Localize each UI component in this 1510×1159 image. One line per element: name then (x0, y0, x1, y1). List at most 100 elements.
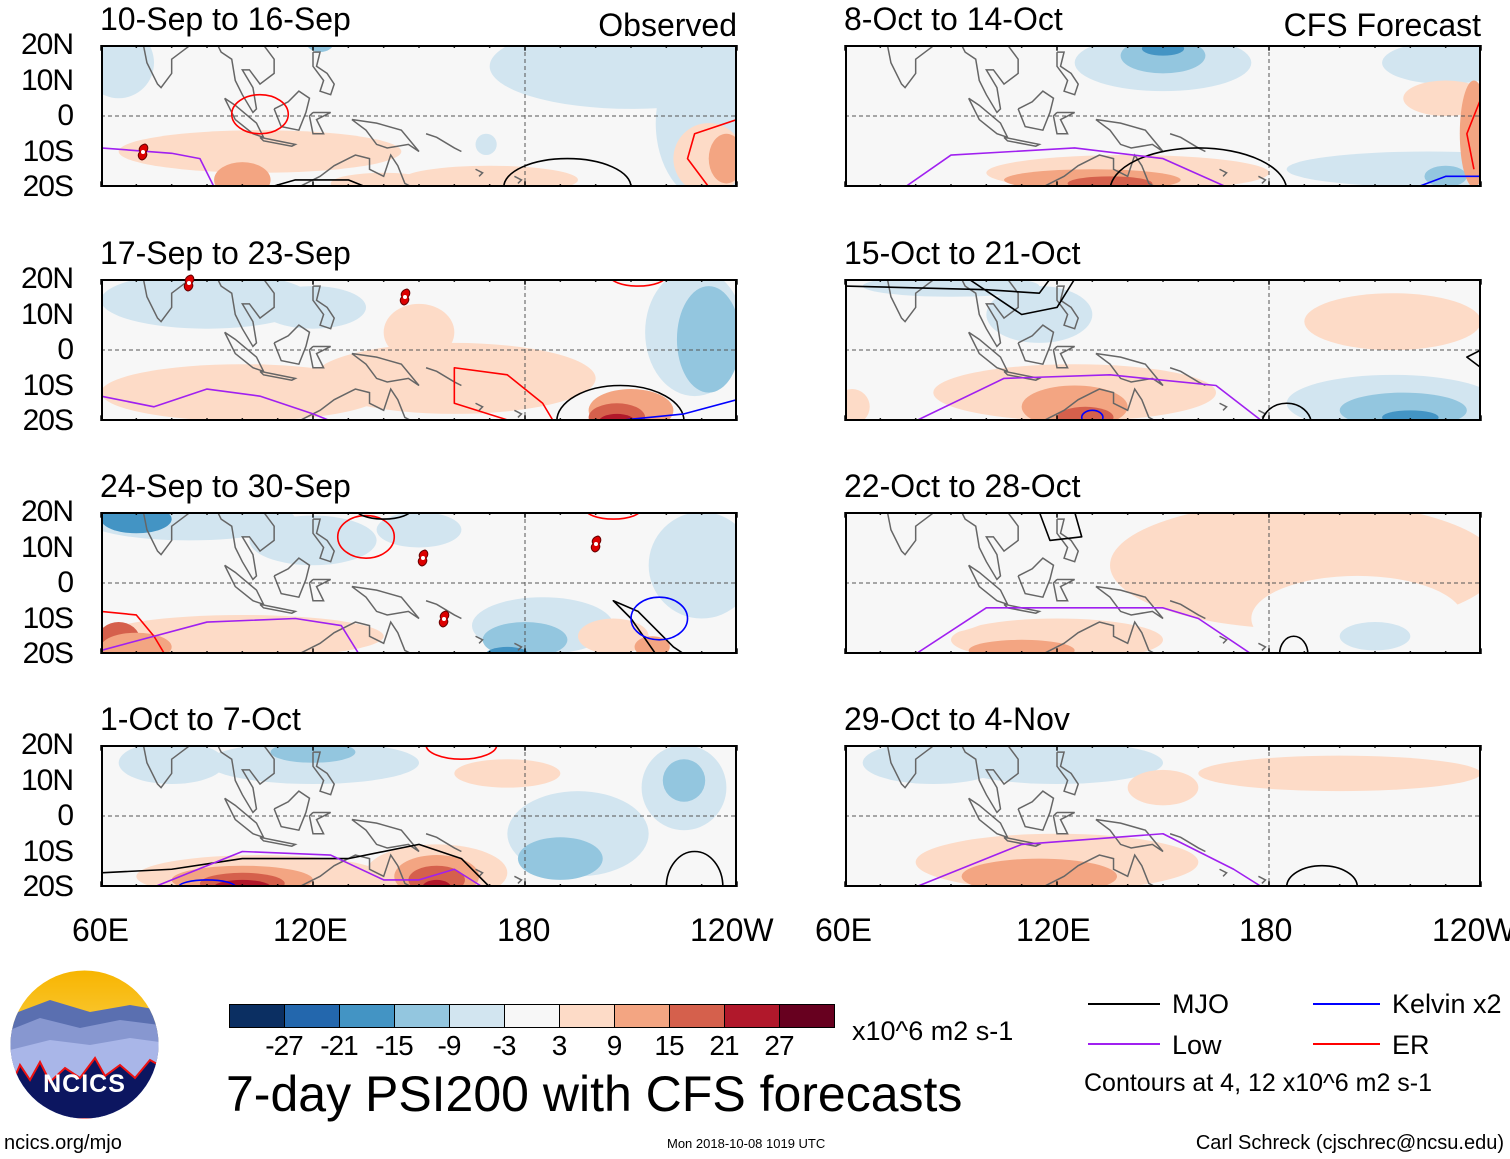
lon-label: 120W (690, 912, 774, 948)
map-panel (845, 745, 1481, 887)
coastline (1057, 519, 1078, 562)
coastline (292, 855, 412, 894)
colorbar-swatch (339, 1004, 395, 1028)
legend-label-mjo: MJO (1172, 989, 1229, 1019)
er-contour (101, 611, 165, 654)
lat-label: 10N (20, 530, 74, 564)
low-contour (101, 619, 359, 655)
panel-title: 15-Oct to 21-Oct (844, 235, 1081, 271)
tropical-cyclone-icon (589, 535, 603, 553)
map-panel (101, 45, 737, 187)
psi-anomaly-shading (475, 133, 497, 156)
lon-label: 180 (1239, 912, 1293, 948)
lon-label: 60E (815, 912, 872, 948)
mjo-contour (1287, 866, 1358, 909)
coastline (426, 134, 461, 152)
kelvin-contour (1082, 410, 1103, 424)
panel-source-label: CFS Forecast (1283, 7, 1481, 43)
coastline (1096, 120, 1163, 152)
coastline (426, 834, 461, 852)
coastline (274, 558, 309, 597)
mjo-contour (355, 498, 412, 519)
lon-label: 120E (1016, 912, 1091, 948)
coastline (476, 869, 483, 876)
psi-anomaly-shading (422, 879, 451, 887)
psi-anomaly-shading (376, 512, 462, 548)
coastline (292, 155, 412, 194)
psi-anomaly-shading (101, 614, 384, 654)
psi-anomaly-shading (118, 130, 402, 173)
psi-anomaly-shading (517, 837, 603, 880)
psi-anomaly-shading (454, 759, 561, 788)
kelvin-contour (179, 880, 236, 894)
colorbar-swatch (449, 1004, 505, 1028)
psi-anomaly-shading (862, 279, 1040, 297)
colorbar-swatch (669, 1004, 725, 1028)
colorbar-tick-label: -21 (320, 1030, 358, 1061)
lat-label: 20S (22, 170, 74, 203)
mjo-contour (271, 180, 366, 187)
colorbar-tick-label: 9 (606, 1030, 623, 1061)
lat-label: 20S (22, 404, 74, 437)
panel-title: 29-Oct to 4-Nov (844, 701, 1070, 737)
coastline (476, 169, 483, 176)
map-panel (845, 279, 1481, 421)
lat-label: 0 (57, 333, 74, 366)
contours-note: Contours at 4, 12 x10^6 m2 s-1 (1084, 1069, 1433, 1097)
kelvin-contour (613, 400, 737, 421)
psi-anomaly-shading (676, 286, 737, 393)
colorbar-swatch (779, 1004, 835, 1028)
mjo-contour (666, 852, 723, 923)
coastline (313, 286, 334, 329)
mjo-contour (1467, 350, 1481, 368)
coastline (1057, 52, 1078, 95)
psi-anomaly-shading (101, 364, 384, 421)
lat-label: 10S (22, 368, 74, 402)
map-panel (101, 745, 737, 887)
coastline (1053, 812, 1074, 833)
psi-anomaly-shading (1120, 45, 1206, 74)
psi-anomaly-shading (951, 618, 1163, 654)
coastline (1220, 636, 1227, 643)
coastline (1053, 112, 1074, 133)
lat-label: 20S (22, 870, 74, 903)
psi-anomaly-shading (1067, 176, 1153, 187)
coastline (274, 791, 309, 830)
er-contour (232, 95, 289, 134)
psi-anomaly-shading (634, 636, 670, 654)
psi-anomaly-shading (1459, 80, 1481, 187)
psi-anomaly-shading (1339, 622, 1411, 651)
coastline (1096, 587, 1163, 619)
lon-label: 120W (1432, 912, 1510, 948)
panel-title: 10-Sep to 16-Sep (100, 1, 351, 37)
er-contour (426, 731, 497, 759)
coastline (514, 410, 521, 417)
psi-anomaly-shading (986, 286, 1093, 343)
psi-anomaly-shading (101, 512, 172, 534)
psi-anomaly-shading (1382, 45, 1481, 85)
psi-anomaly-shading (214, 162, 271, 187)
psi-anomaly-shading (588, 403, 646, 421)
panel-title: 17-Sep to 23-Sep (100, 235, 351, 271)
mjo-contour (504, 159, 631, 216)
coastline (274, 91, 309, 130)
legend-label-low: Low (1172, 1030, 1222, 1060)
psi-anomaly-shading (1339, 759, 1446, 788)
coastline (1053, 346, 1074, 367)
kelvin-contour (631, 597, 688, 640)
er-contour (338, 516, 395, 559)
psi-anomaly-shading (401, 165, 578, 187)
coastline (1220, 169, 1227, 176)
coastline (514, 643, 521, 650)
colorbar-swatch (559, 1004, 615, 1028)
mjo-contour (1039, 512, 1081, 540)
psi-anomaly-shading (968, 639, 1075, 654)
colorbar-tick-label: -15 (375, 1030, 413, 1061)
lat-label: 20N (20, 728, 74, 761)
coastline (476, 636, 483, 643)
er-contour (454, 368, 553, 421)
psi-anomaly-shading (1057, 406, 1114, 421)
coastline (1057, 752, 1078, 795)
coastline (260, 604, 295, 613)
coastline (1258, 643, 1265, 650)
